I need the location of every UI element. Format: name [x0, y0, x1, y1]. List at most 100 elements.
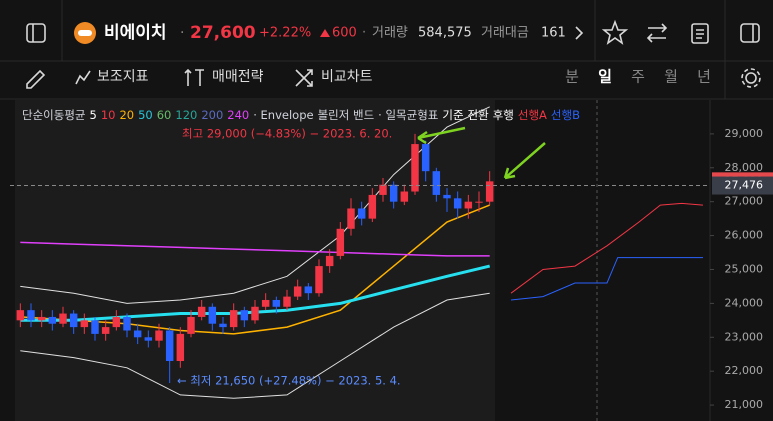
more-arrow[interactable]	[575, 26, 584, 40]
period-tab[interactable]: 분	[565, 68, 579, 86]
y-tick-label: 29,000	[725, 127, 764, 140]
compare-button[interactable]: 비교차트	[321, 69, 373, 85]
candle-body	[37, 316, 46, 321]
amount: 161	[541, 26, 566, 41]
indicator-icon	[75, 70, 91, 85]
candle-body	[187, 316, 195, 334]
candle-body	[475, 201, 483, 203]
candle-body	[219, 323, 227, 328]
legend-item: 선행A	[518, 108, 547, 122]
amount-label: 거래대금	[481, 26, 529, 41]
indicator-line	[510, 257, 703, 301]
volume: 584,575	[418, 26, 472, 41]
candle-body	[304, 286, 313, 294]
candle-body	[59, 313, 67, 324]
legend-item: 단순이동평균	[22, 108, 85, 122]
indicators-button[interactable]: 보조지표	[97, 69, 149, 85]
candle-body	[27, 310, 35, 321]
y-tick-label: 23,000	[725, 330, 764, 343]
plot	[10, 106, 714, 406]
y-tick-label: 28,000	[725, 161, 764, 174]
green-arrow	[503, 142, 546, 180]
candle-body	[133, 330, 142, 338]
candle-body	[357, 208, 366, 219]
y-tick-label: 22,000	[725, 364, 764, 377]
stock-name: 비에이치	[104, 23, 167, 43]
indicator-line	[20, 106, 490, 304]
candle-body	[379, 184, 387, 195]
indicator-line	[20, 292, 490, 399]
candle-body	[112, 316, 121, 328]
strategy-button[interactable]: 매매전략	[212, 69, 264, 85]
candle-body	[176, 333, 185, 362]
legend-item: 20	[119, 108, 134, 122]
legend-item: 전환	[468, 108, 490, 122]
legend-item: 10	[101, 108, 116, 122]
stock-logo-mark	[78, 30, 92, 36]
settings-icon	[741, 68, 761, 88]
price-box	[712, 176, 773, 195]
legend-item: 60	[157, 108, 172, 122]
legend-item: 기준	[442, 108, 463, 122]
candle-body	[69, 313, 78, 328]
candle-body	[155, 330, 163, 341]
separator: ·	[362, 26, 366, 41]
candle-body	[48, 316, 57, 324]
legend-item: 선행B	[551, 108, 580, 122]
legend-item: 120	[175, 108, 197, 122]
indicator-line	[20, 204, 490, 335]
price-label: 27,476	[725, 179, 764, 192]
candle-body	[16, 310, 25, 321]
candle-body	[229, 310, 238, 328]
candle-body	[101, 327, 110, 334]
sidebar-toggle[interactable]	[26, 23, 46, 43]
candle-body	[80, 320, 89, 328]
candle-body	[389, 184, 398, 202]
period-tab[interactable]: 일	[598, 68, 612, 86]
legend-item: · Envelope	[253, 108, 313, 122]
y-tick-label: 24,000	[725, 296, 764, 309]
compare-icon	[295, 69, 313, 87]
candle-body	[144, 337, 153, 341]
period-tab[interactable]: 주	[631, 68, 645, 86]
candle-body	[123, 316, 131, 331]
candle-body	[432, 171, 441, 195]
candle-body	[315, 266, 323, 294]
legend-item: · 일목균형표	[378, 108, 438, 122]
price: 27,600	[190, 23, 256, 43]
legend-item: 볼린저 밴드	[318, 108, 375, 122]
volume-label: 거래량	[372, 26, 408, 41]
legend: 단순이동평균 5 10 20 50 60 120 200 240 · Envelope 볼린저 밴드…	[22, 108, 580, 122]
candle-body	[91, 320, 99, 334]
change: 600	[332, 26, 357, 41]
memo-button[interactable]	[691, 23, 709, 44]
strategy-icon	[184, 68, 204, 86]
swap-button[interactable]	[646, 23, 668, 43]
panel-toggle[interactable]	[740, 23, 760, 43]
candle-body	[443, 194, 451, 199]
candle-body	[325, 255, 334, 267]
candle-body	[421, 144, 430, 172]
candle-body	[336, 228, 345, 256]
candle-body	[208, 306, 217, 324]
legend-item: 50	[138, 108, 153, 122]
candle-body	[368, 194, 377, 219]
indicator-line	[20, 241, 490, 257]
draw-button[interactable]	[26, 69, 46, 89]
low-annotation: ← 최저 21,650 (+27.48%) − 2023. 5. 4.	[177, 374, 401, 388]
high-annotation: 최고 29,000 (−4.83%) − 2023. 6. 20.	[182, 127, 392, 141]
y-tick-label: 26,000	[725, 229, 764, 242]
candle-body	[197, 306, 206, 317]
period-tab[interactable]: 년	[697, 68, 711, 86]
period-tab[interactable]: 월	[664, 68, 678, 86]
up-arrow	[320, 29, 330, 37]
candle-body	[261, 299, 270, 307]
y-tick-label: 25,000	[725, 262, 764, 275]
favorite-button[interactable]	[601, 19, 629, 45]
candle-body	[453, 198, 462, 209]
settings-button[interactable]	[745, 72, 757, 84]
memo-icon	[696, 29, 704, 39]
